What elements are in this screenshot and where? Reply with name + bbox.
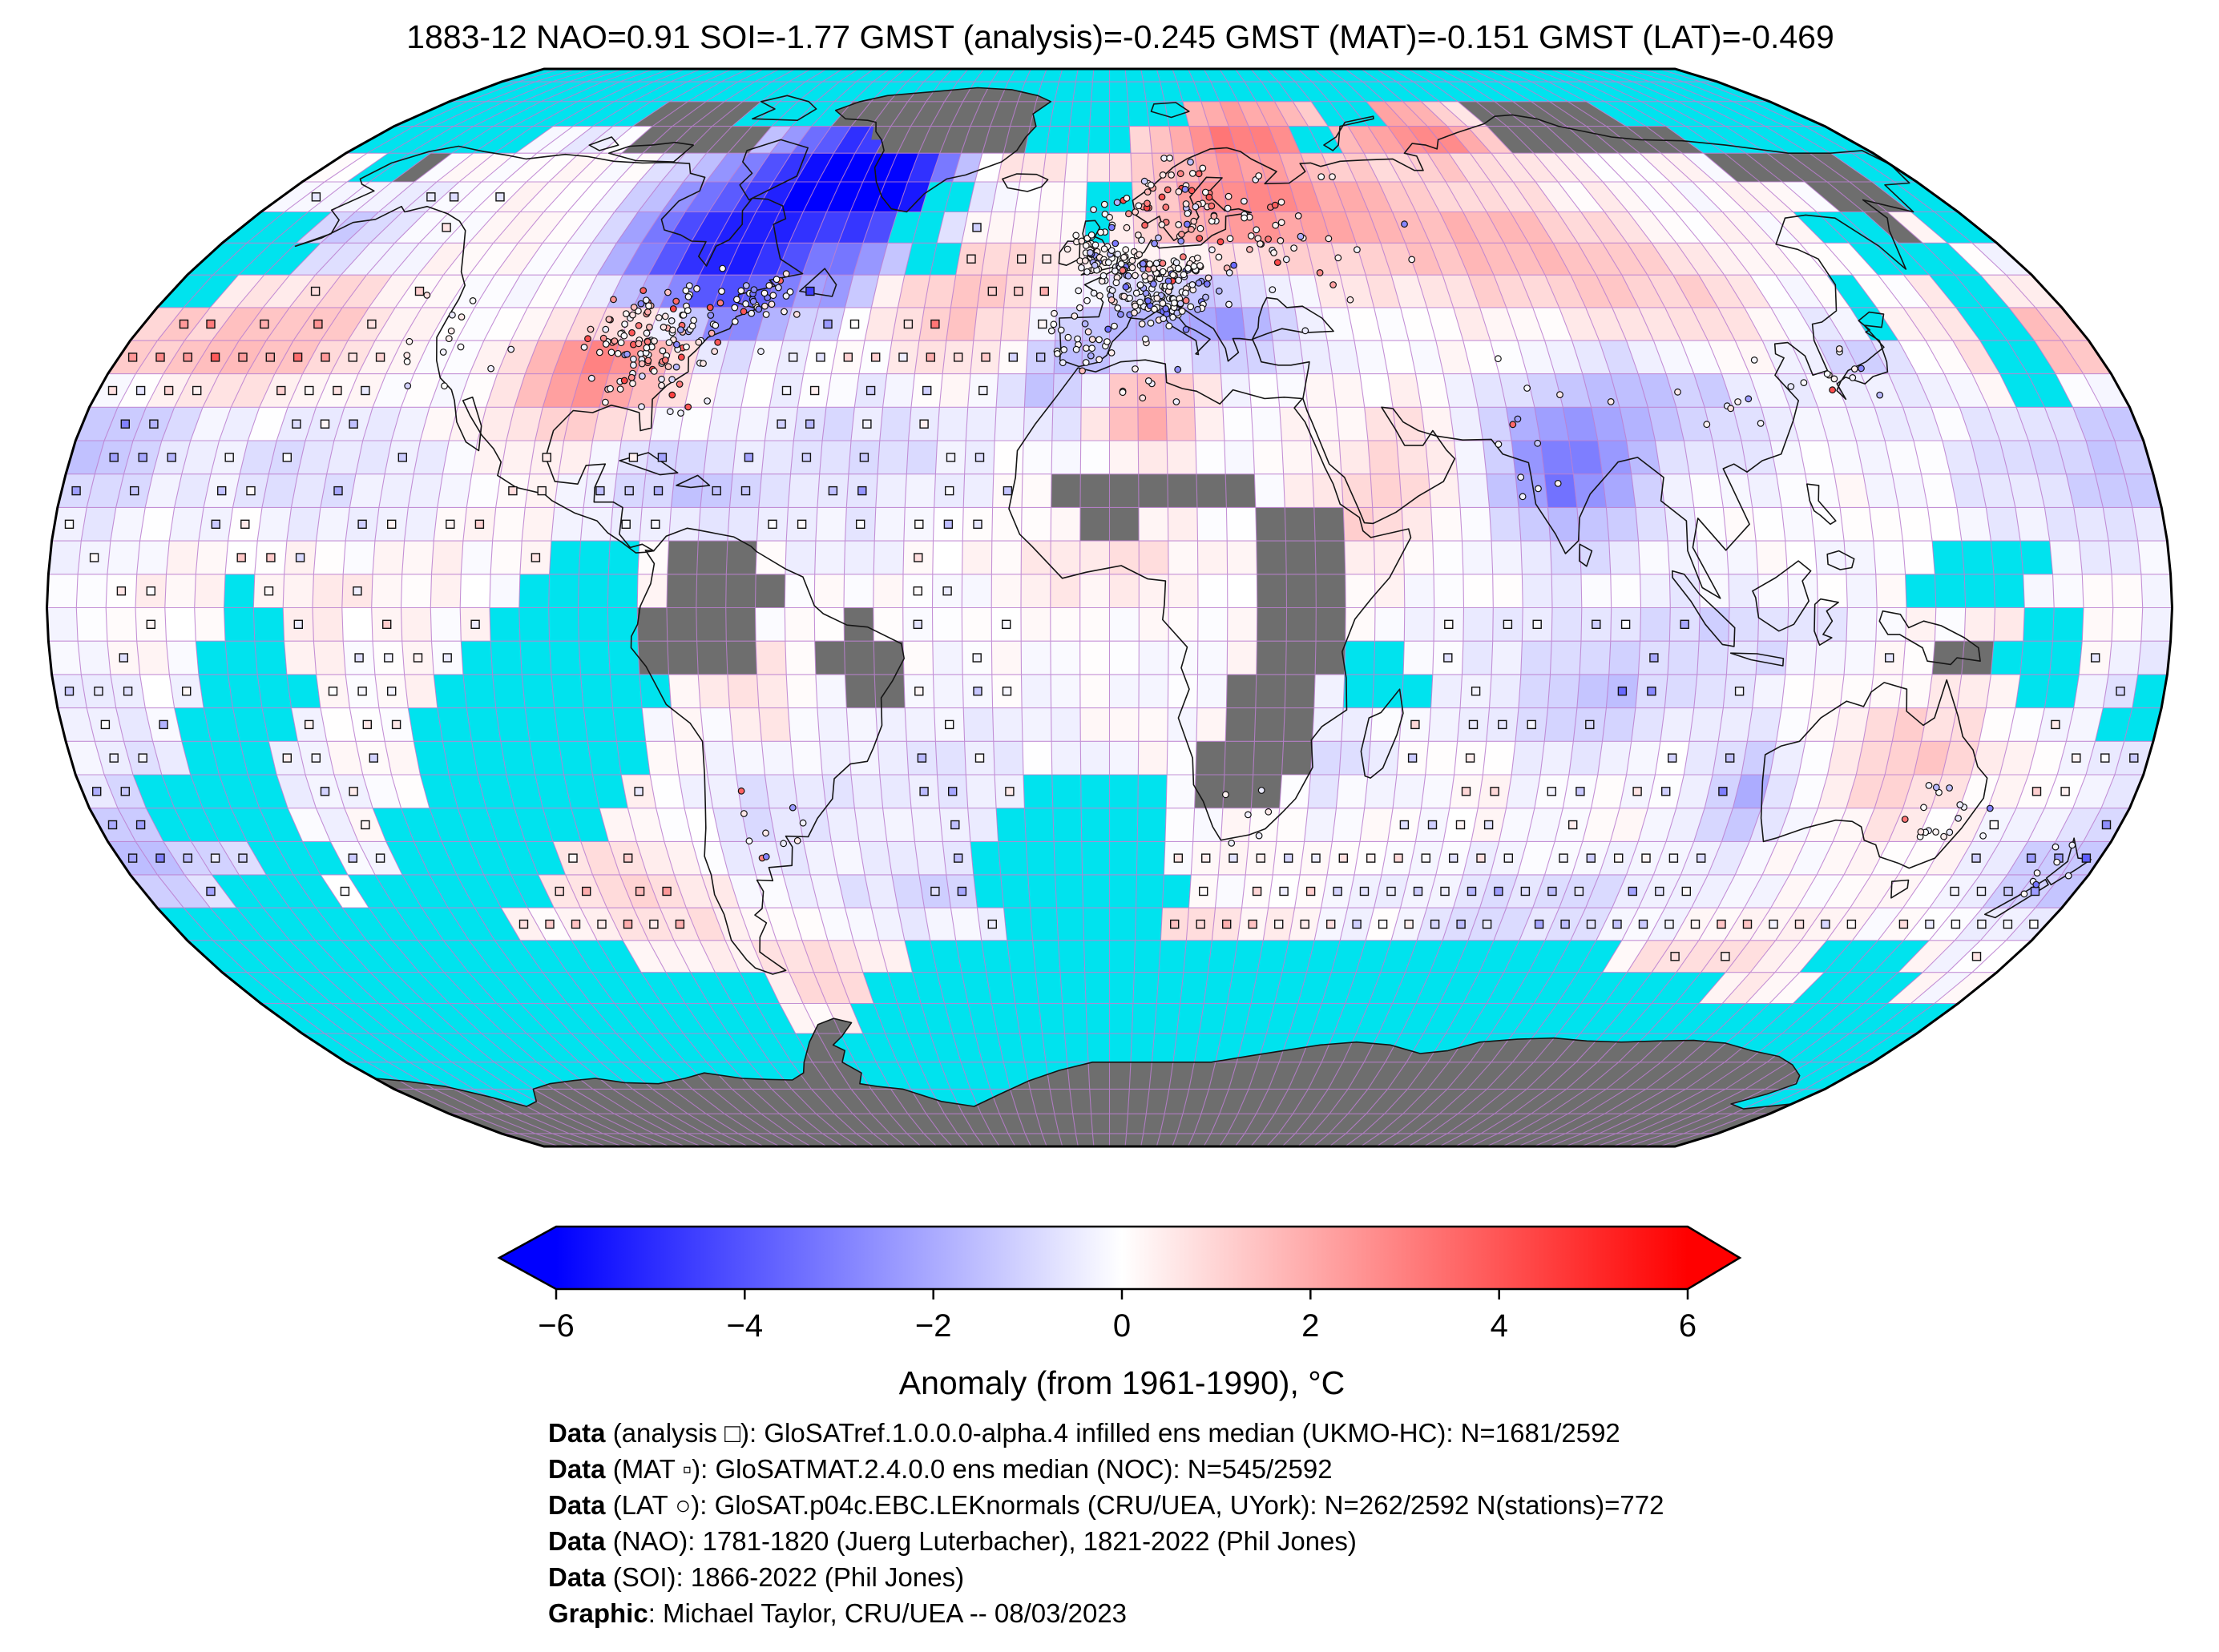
svg-text:2: 2 [1301, 1308, 1319, 1344]
svg-text:−4: −4 [726, 1308, 763, 1344]
svg-text:Data (analysis □): GloSATref.1: Data (analysis □): GloSATref.1.0.0.0-alp… [548, 1418, 1620, 1448]
svg-text:4: 4 [1491, 1308, 1508, 1344]
svg-text:Anomaly (from 1961-1990), °C: Anomaly (from 1961-1990), °C [899, 1364, 1345, 1401]
svg-text:Data (LAT ○): GloSAT.p04c.EBC.: Data (LAT ○): GloSAT.p04c.EBC.LEKnormals… [548, 1490, 1664, 1520]
svg-text:Data (SOI): 1866-2022 (Phil Jo: Data (SOI): 1866-2022 (Phil Jones) [548, 1562, 964, 1592]
svg-text:6: 6 [1679, 1308, 1697, 1344]
svg-text:−6: −6 [538, 1308, 575, 1344]
svg-text:Data (NAO): 1781-1820 (Juerg L: Data (NAO): 1781-1820 (Juerg Luterbacher… [548, 1526, 1357, 1556]
svg-text:1883-12 NAO=0.91 SOI=-1.77 GMS: 1883-12 NAO=0.91 SOI=-1.77 GMST (analysi… [406, 18, 1834, 55]
svg-text:Data (MAT ▫): GloSATMAT.2.4.0.: Data (MAT ▫): GloSATMAT.2.4.0.0 ens medi… [548, 1454, 1333, 1484]
svg-text:0: 0 [1113, 1308, 1131, 1344]
svg-text:Graphic: Michael Taylor, CRU/U: Graphic: Michael Taylor, CRU/UEA -- 08/0… [548, 1598, 1127, 1628]
svg-text:−2: −2 [915, 1308, 952, 1344]
